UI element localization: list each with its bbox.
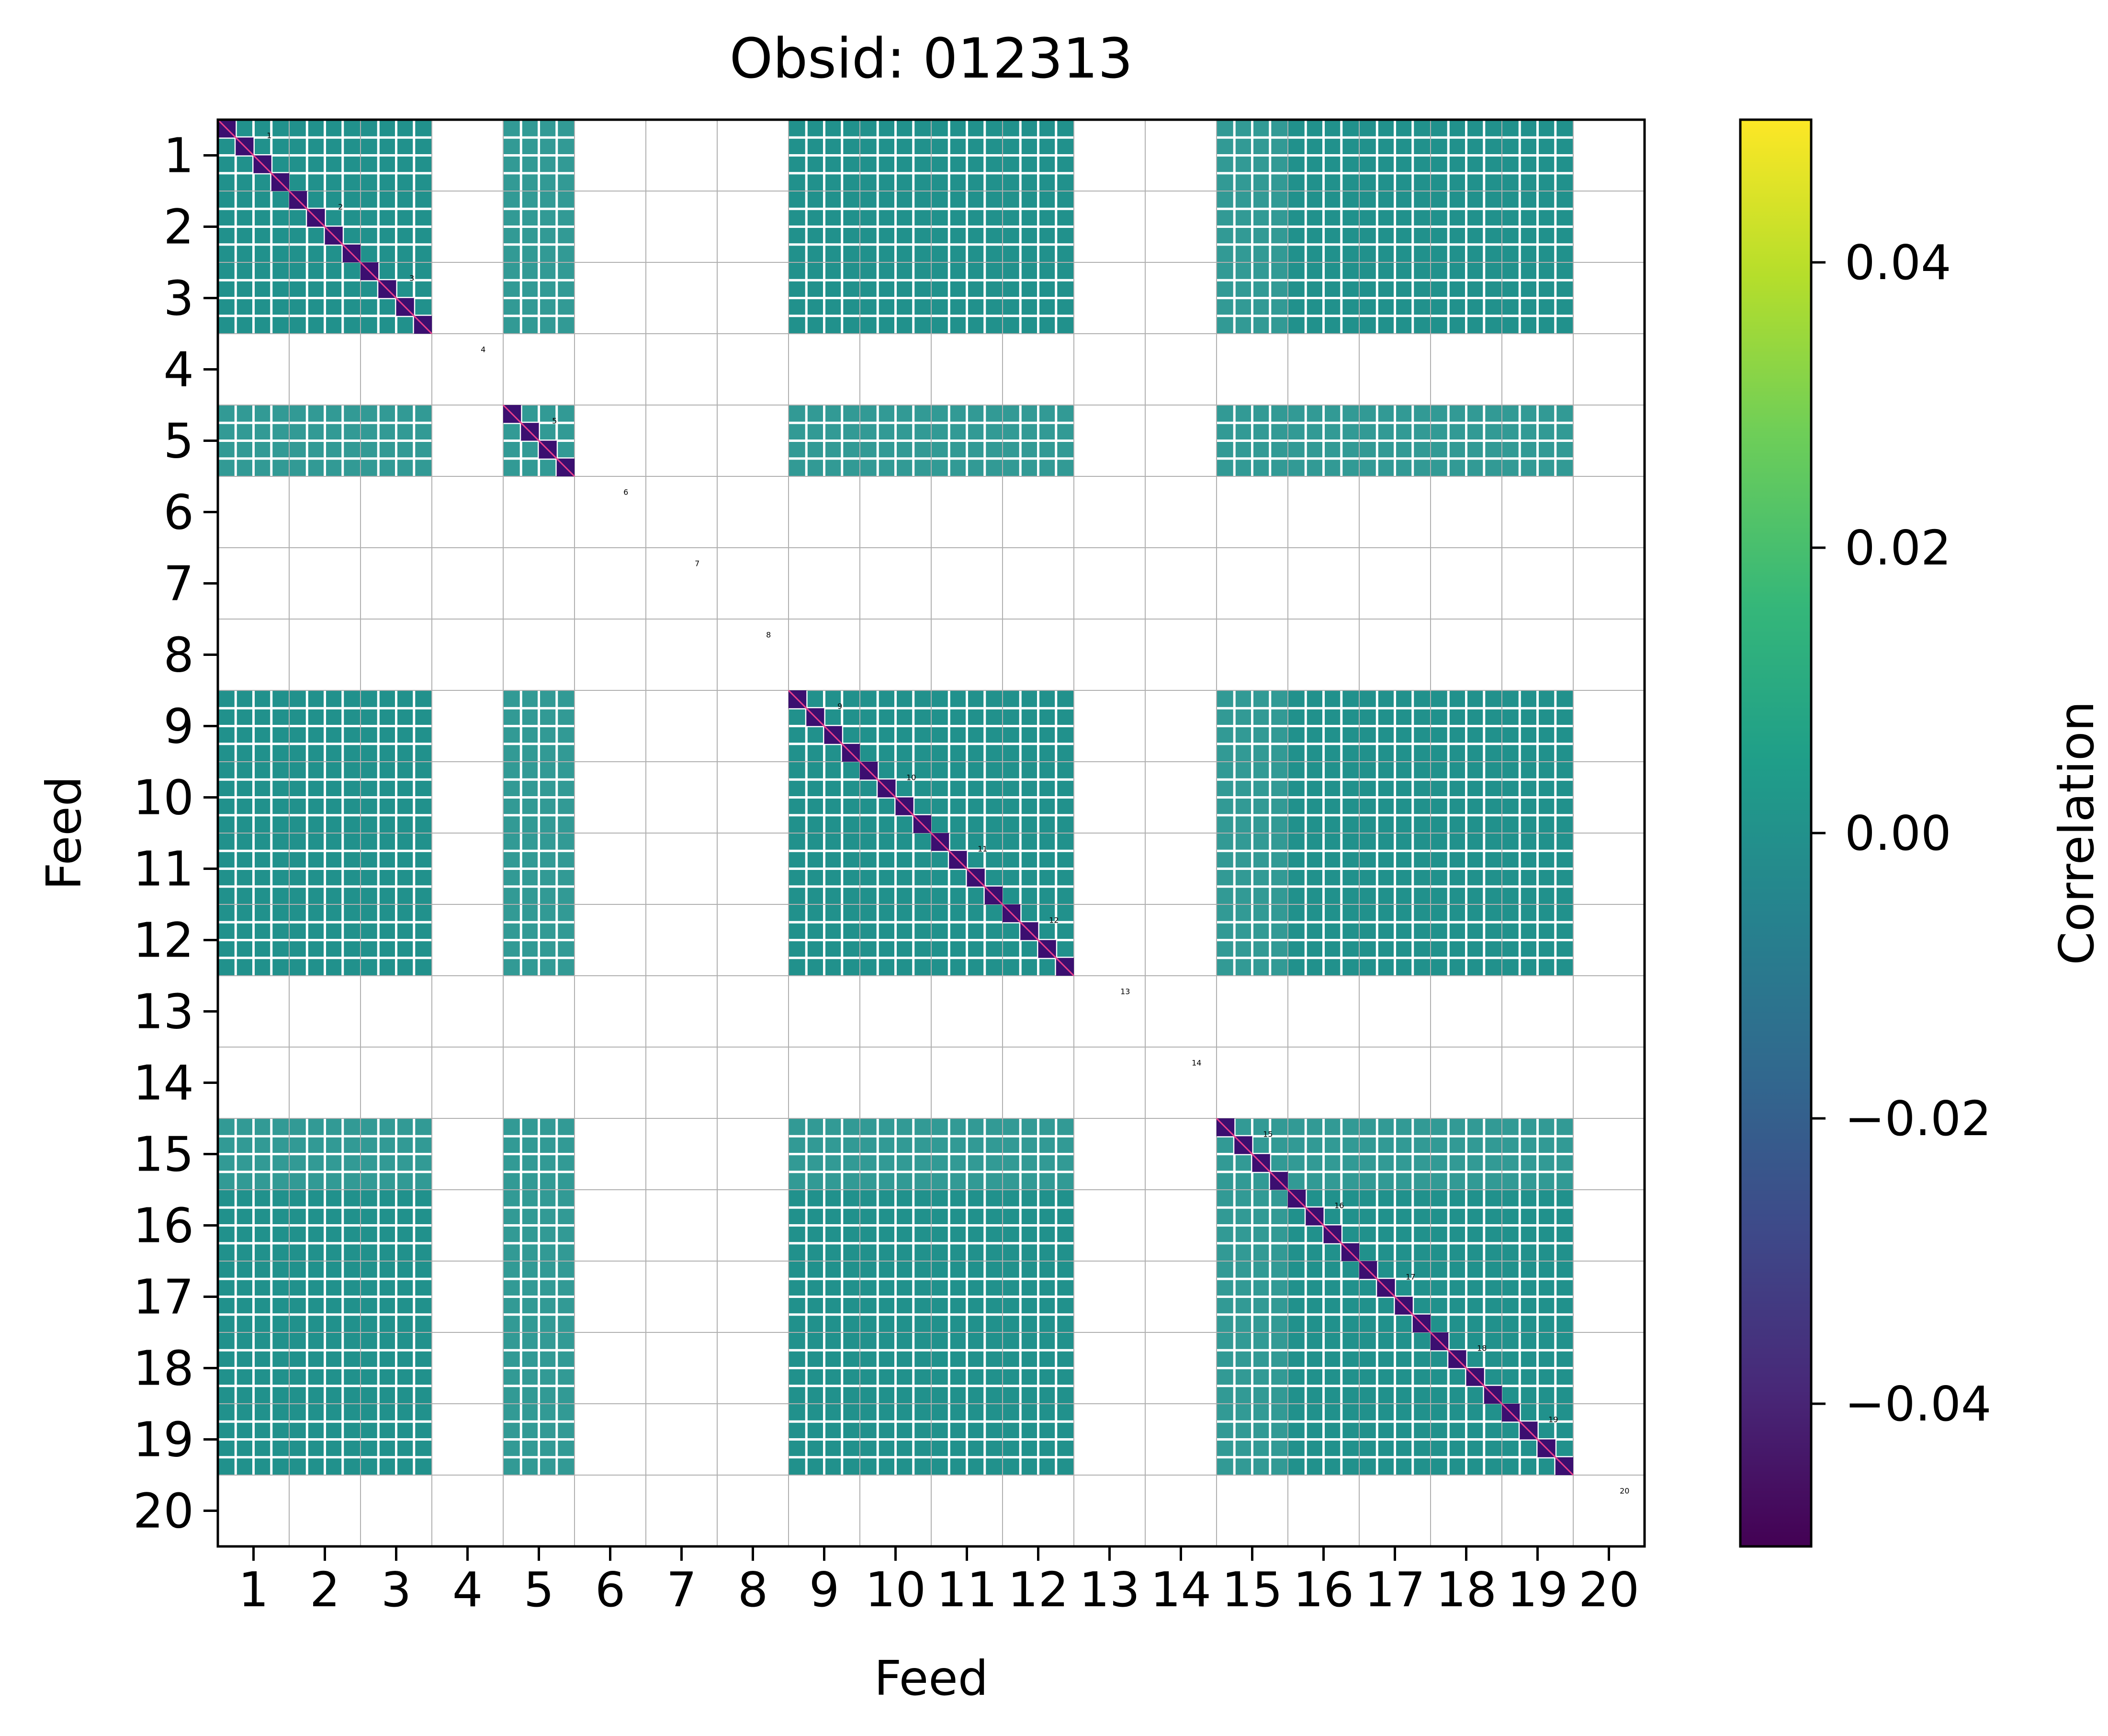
colorbar-label: Correlation xyxy=(2049,701,2105,965)
colorbar-tick-label: 0.00 xyxy=(1845,805,1951,861)
diagonal-feed-label: 12 xyxy=(1049,916,1059,925)
y-axis-label: Feed xyxy=(36,776,92,891)
y-tick-label: 4 xyxy=(163,342,194,398)
diagonal-feed-label: 17 xyxy=(1406,1273,1415,1282)
x-tick-label: 4 xyxy=(452,1562,483,1618)
diagonal-feed-label: 9 xyxy=(837,702,842,711)
diagonal-line xyxy=(788,689,861,763)
colorbar xyxy=(1739,118,1813,1548)
y-tick-label: 7 xyxy=(163,556,194,612)
heatmap-gridlines xyxy=(218,120,1645,1546)
x-tick-label: 19 xyxy=(1507,1562,1568,1618)
x-tick-label: 16 xyxy=(1293,1562,1354,1618)
y-tick-label: 10 xyxy=(133,770,194,826)
diagonal-line xyxy=(288,190,361,263)
diagonal-feed-label: 8 xyxy=(766,631,771,640)
diagonal-line xyxy=(1430,1331,1503,1405)
x-tick-label: 8 xyxy=(738,1562,768,1618)
x-tick-label: 15 xyxy=(1222,1562,1283,1618)
y-tick-label: 9 xyxy=(163,699,194,755)
diagonal-feed-label: 1 xyxy=(267,131,271,140)
x-tick-label: 7 xyxy=(666,1562,697,1618)
diagonal-line xyxy=(1501,1403,1574,1476)
x-tick-label: 11 xyxy=(936,1562,997,1618)
y-tick-label: 20 xyxy=(133,1483,194,1539)
x-axis-label: Feed xyxy=(874,1650,989,1706)
diagonal-feed-label: 18 xyxy=(1477,1344,1487,1353)
colorbar-tick-label: 0.02 xyxy=(1845,520,1951,576)
x-tick-label: 20 xyxy=(1578,1562,1639,1618)
colorbar-tick-label: 0.04 xyxy=(1845,235,1951,291)
diagonal-feed-label: 15 xyxy=(1263,1130,1273,1139)
diagonal-feed-label: 5 xyxy=(552,417,557,426)
y-tick-label: 2 xyxy=(163,199,194,255)
diagonal-line xyxy=(859,761,932,834)
y-tick-label: 17 xyxy=(133,1269,194,1325)
colorbar-tick-label: −0.04 xyxy=(1845,1376,1991,1432)
y-tick-label: 8 xyxy=(163,627,194,683)
x-tick-label: 1 xyxy=(238,1562,269,1618)
diagonal-feed-label: 7 xyxy=(695,559,699,568)
x-tick-label: 12 xyxy=(1008,1562,1069,1618)
y-tick-label: 18 xyxy=(133,1341,194,1397)
diagonal-feed-label: 16 xyxy=(1334,1201,1344,1210)
y-tick-label: 5 xyxy=(163,413,194,469)
y-tick-label: 16 xyxy=(133,1198,194,1254)
heatmap-frame xyxy=(216,118,1646,1548)
x-tick-label: 18 xyxy=(1436,1562,1497,1618)
diagonal-line xyxy=(930,832,1003,905)
diagonal-line xyxy=(502,404,575,477)
y-tick-label: 12 xyxy=(133,913,194,969)
x-tick-label: 2 xyxy=(310,1562,340,1618)
x-tick-label: 5 xyxy=(524,1562,554,1618)
diagonal-feed-label: 3 xyxy=(409,274,414,283)
diagonal-feed-label: 4 xyxy=(481,345,485,354)
y-tick-label: 3 xyxy=(163,271,194,327)
y-tick-label: 14 xyxy=(133,1055,194,1111)
y-tick-label: 19 xyxy=(133,1412,194,1468)
heatmap-diagonal xyxy=(217,119,1574,1476)
x-tick-label: 6 xyxy=(595,1562,626,1618)
colorbar-tick-label: −0.02 xyxy=(1845,1091,1991,1147)
diagonal-feed-label: 6 xyxy=(623,488,628,497)
x-tick-label: 14 xyxy=(1150,1562,1211,1618)
y-tick-label: 11 xyxy=(133,841,194,897)
y-tick-label: 1 xyxy=(163,128,194,184)
y-tick-label: 15 xyxy=(133,1127,194,1183)
colorbar-ticks: −0.04 −0.02 0.00 0.02 0.04 xyxy=(1811,235,1991,1432)
diagonal-feed-label: 20 xyxy=(1620,1487,1629,1496)
diagonal-feed-label: 10 xyxy=(906,773,916,782)
diagonal-line xyxy=(360,261,433,335)
diagonal-line xyxy=(1358,1260,1432,1333)
x-tick-label: 3 xyxy=(381,1562,412,1618)
diagonal-line xyxy=(1002,903,1075,977)
diagonal-line xyxy=(1287,1189,1360,1262)
diagonal-line xyxy=(217,119,290,192)
x-tick-label: 10 xyxy=(865,1562,926,1618)
y-tick-label: 13 xyxy=(133,984,194,1040)
x-axis-ticks: 1 2 3 4 5 6 7 8 9 10 11 12 13 14 15 16 17 18 19 20 xyxy=(238,1546,1639,1618)
diagonal-feed-label: 14 xyxy=(1192,1059,1201,1068)
x-tick-label: 17 xyxy=(1364,1562,1425,1618)
diagonal-feed-label: 2 xyxy=(338,203,343,212)
x-tick-label: 13 xyxy=(1079,1562,1140,1618)
diagonal-feed-label: 11 xyxy=(978,845,987,854)
x-tick-label: 9 xyxy=(809,1562,840,1618)
diagonal-feed-label: 13 xyxy=(1120,987,1130,996)
chart-title: Obsid: 012313 xyxy=(730,27,1133,91)
diagonal-line xyxy=(1216,1117,1289,1191)
y-tick-label: 6 xyxy=(163,485,194,541)
diagonal-feed-label: 19 xyxy=(1548,1415,1558,1424)
